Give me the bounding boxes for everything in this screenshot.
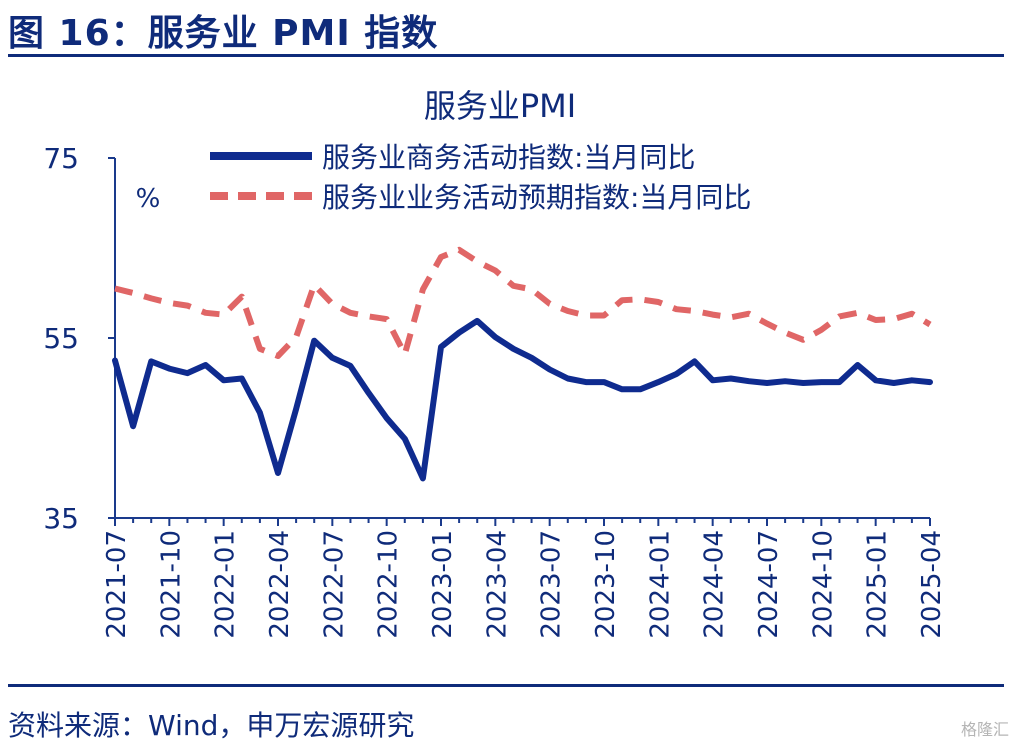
series-line-business-activity xyxy=(112,317,933,482)
x-tick-label: 2023-07 xyxy=(537,530,567,639)
bottom-rule xyxy=(8,684,1004,687)
x-tick-label: 2025-04 xyxy=(917,530,947,639)
x-tick-label: 2023-04 xyxy=(482,530,512,639)
x-tick-label: 2023-10 xyxy=(591,530,621,639)
series-line-expectation xyxy=(114,246,932,359)
x-tick-label: 2023-01 xyxy=(428,530,458,639)
series-lines xyxy=(112,246,933,482)
y-tick-label: 75 xyxy=(43,142,79,175)
x-tick-label: 2021-10 xyxy=(156,530,186,639)
x-tick-label: 2022-04 xyxy=(265,530,295,639)
x-tick-label: 2025-01 xyxy=(863,530,893,639)
axes: 35 55 75 2021-07 2021-10 2022-01 2022-04 2022-0… xyxy=(43,142,947,639)
top-rule xyxy=(8,54,1004,57)
legend-label-expectation: 服务业业务活动预期指数:当月同比 xyxy=(322,181,751,214)
figure-title: 图 16：服务业 PMI 指数 xyxy=(8,13,439,54)
x-tick-label: 2021-07 xyxy=(102,530,132,639)
chart-title: 服务业PMI xyxy=(424,87,576,125)
chart: 服务业PMI % 服务业商务活动指数:当月同比 服务业业务活动预期指数:当月同比… xyxy=(43,87,947,639)
x-tick-label: 2024-01 xyxy=(645,530,675,639)
x-tick-label: 2022-10 xyxy=(374,530,404,639)
y-tick-label: 55 xyxy=(43,322,79,355)
source-note: 资料来源：Wind，申万宏源研究 xyxy=(8,709,415,742)
x-tick-label: 2022-01 xyxy=(211,530,241,639)
x-tick-label: 2022-07 xyxy=(319,530,349,639)
x-tick-label: 2024-04 xyxy=(700,530,730,639)
watermark-logo: 格隆汇 xyxy=(960,720,1009,739)
y-tick-label: 35 xyxy=(43,502,79,535)
x-tick-label: 2024-10 xyxy=(808,530,838,639)
unit-label: % xyxy=(136,184,161,214)
legend: 服务业商务活动指数:当月同比 服务业业务活动预期指数:当月同比 xyxy=(210,141,751,214)
x-tick-label: 2024-07 xyxy=(754,530,784,639)
legend-label-business-activity: 服务业商务活动指数:当月同比 xyxy=(322,141,695,174)
